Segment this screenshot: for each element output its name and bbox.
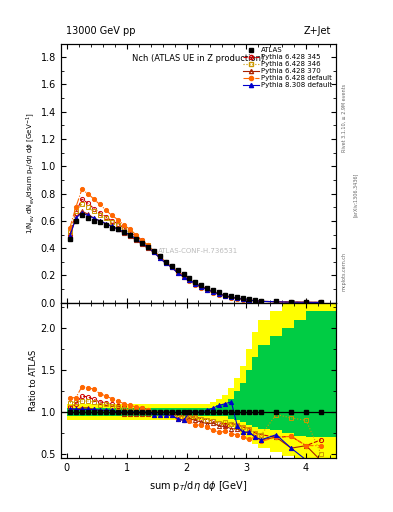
X-axis label: sum p$_T$/d$\eta$ d$\phi$ [GeV]: sum p$_T$/d$\eta$ d$\phi$ [GeV] (149, 479, 248, 493)
Y-axis label: 1/N$_{\mathregular{ev}}$ dN$_{\mathregular{ev}}$/dsum p$_T$/d$\eta$ d$\phi$ [GeV: 1/N$_{\mathregular{ev}}$ dN$_{\mathregul… (24, 112, 37, 234)
Y-axis label: Ratio to ATLAS: Ratio to ATLAS (29, 350, 38, 411)
Text: Rivet 3.1.10, ≥ 2.9M events: Rivet 3.1.10, ≥ 2.9M events (342, 83, 346, 152)
Text: ATLAS-CONF-H.736531: ATLAS-CONF-H.736531 (158, 248, 239, 254)
Text: mcplots.cern.ch: mcplots.cern.ch (342, 252, 346, 291)
Text: [arXiv:1306.3436]: [arXiv:1306.3436] (353, 173, 358, 217)
Text: Nch (ATLAS UE in Z production): Nch (ATLAS UE in Z production) (132, 54, 264, 63)
Text: 13000 GeV pp: 13000 GeV pp (66, 26, 136, 36)
Text: Z+Jet: Z+Jet (303, 26, 331, 36)
Legend: ATLAS, Pythia 6.428 345, Pythia 6.428 346, Pythia 6.428 370, Pythia 6.428 defaul: ATLAS, Pythia 6.428 345, Pythia 6.428 34… (242, 46, 334, 90)
